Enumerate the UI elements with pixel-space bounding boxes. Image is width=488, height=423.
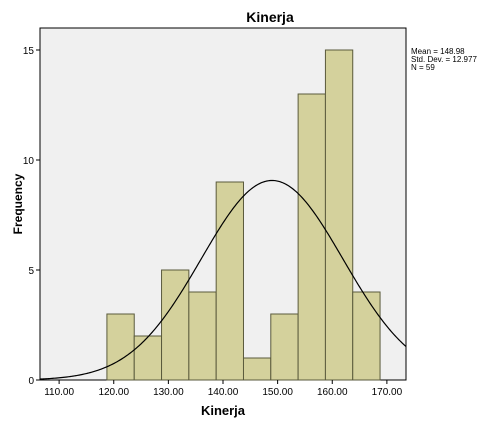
histogram-bar [188,291,217,381]
y-axis-label: Frequency [11,173,25,234]
stats-line: Mean = 148.98 [411,47,465,56]
histogram-bar [297,93,326,381]
x-tick-label: 130.00 [153,387,184,398]
histogram-bar [324,49,354,381]
x-axis: 110.00 120.00 130.00 140.00 150.00 160.00 170.… [44,380,403,398]
x-tick-label: 150.00 [262,387,293,398]
histogram-bar [133,335,163,381]
normal-curve-layer [39,179,407,380]
stats-line: N = 59 [411,63,435,72]
y-tick-label: 0 [28,376,34,387]
histogram-bar [270,313,299,381]
x-tick-label: 110.00 [44,387,74,398]
x-tick-label: 120.00 [98,387,129,398]
histogram-bar [215,181,244,381]
histogram-bar [106,313,135,381]
x-axis-label: Kinerja [201,403,246,418]
x-tick-label: 170.00 [372,387,403,398]
y-axis: 0 5 10 15 [23,46,40,387]
histogram-bar [242,357,272,381]
x-tick-label: 140.00 [208,387,239,398]
y-tick-label: 15 [23,46,35,57]
normal-curve [39,179,407,380]
chart-title: Kinerja [246,9,294,25]
x-tick-label: 160.00 [317,387,348,398]
y-tick-label: 10 [23,156,35,167]
stats-line: Std. Dev. = 12.977 [411,55,477,64]
y-tick-label: 5 [28,266,34,277]
bars-layer [106,49,381,381]
histogram-bar [352,291,381,381]
